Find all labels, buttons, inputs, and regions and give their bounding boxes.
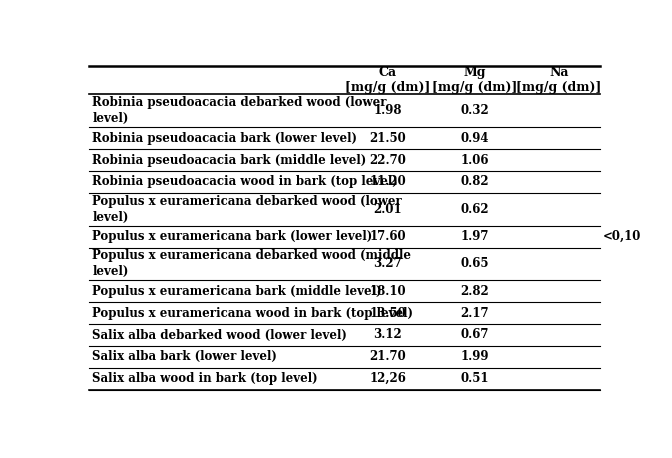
Text: 11.20: 11.20 xyxy=(370,175,406,188)
Text: 3.12: 3.12 xyxy=(374,328,402,342)
Text: 21.50: 21.50 xyxy=(370,132,406,145)
Text: Populus x euramericana debarked wood (lower
level): Populus x euramericana debarked wood (lo… xyxy=(92,195,402,224)
Text: 0.65: 0.65 xyxy=(460,257,489,270)
Text: Populus x euramericana wood in bark (top level): Populus x euramericana wood in bark (top… xyxy=(92,306,413,320)
Text: 0.67: 0.67 xyxy=(460,328,489,342)
Text: 1.06: 1.06 xyxy=(460,153,489,167)
Text: Robinia pseudoacacia debarked wood (lower
level): Robinia pseudoacacia debarked wood (lowe… xyxy=(92,96,387,125)
Text: Ca
[mg/g (dm)]: Ca [mg/g (dm)] xyxy=(345,66,431,94)
Text: 22.70: 22.70 xyxy=(370,153,406,167)
Text: 1.99: 1.99 xyxy=(460,350,489,363)
Text: 18.10: 18.10 xyxy=(370,285,406,298)
Text: Robinia pseudoacacia bark (middle level): Robinia pseudoacacia bark (middle level) xyxy=(92,153,367,167)
Text: Na
[mg/g (dm)]: Na [mg/g (dm)] xyxy=(516,66,601,94)
Text: 0.62: 0.62 xyxy=(460,203,489,216)
Text: Populus x euramericana bark (middle level): Populus x euramericana bark (middle leve… xyxy=(92,285,382,298)
Text: 1.98: 1.98 xyxy=(374,104,402,117)
Text: 17.60: 17.60 xyxy=(370,230,406,243)
Text: Robinia pseudoacacia bark (lower level): Robinia pseudoacacia bark (lower level) xyxy=(92,132,358,145)
Text: 2.17: 2.17 xyxy=(460,306,489,320)
Text: 21.70: 21.70 xyxy=(370,350,406,363)
Text: 2.82: 2.82 xyxy=(460,285,489,298)
Text: Populus x euramericana debarked wood (middle
level): Populus x euramericana debarked wood (mi… xyxy=(92,250,411,278)
Text: 0.51: 0.51 xyxy=(460,372,489,385)
Text: 0.94: 0.94 xyxy=(460,132,489,145)
Text: 0.32: 0.32 xyxy=(460,104,489,117)
Text: Robinia pseudoacacia wood in bark (top level): Robinia pseudoacacia wood in bark (top l… xyxy=(92,175,398,188)
Text: 1.97: 1.97 xyxy=(460,230,489,243)
Text: Mg
[mg/g (dm)]: Mg [mg/g (dm)] xyxy=(432,66,517,94)
Text: Salix alba debarked wood (lower level): Salix alba debarked wood (lower level) xyxy=(92,328,347,342)
Text: 2.01: 2.01 xyxy=(374,203,402,216)
Text: 13.50: 13.50 xyxy=(370,306,406,320)
Text: Salix alba wood in bark (top level): Salix alba wood in bark (top level) xyxy=(92,372,318,385)
Text: Salix alba bark (lower level): Salix alba bark (lower level) xyxy=(92,350,278,363)
Text: Populus x euramericana bark (lower level): Populus x euramericana bark (lower level… xyxy=(92,230,372,243)
Text: 3.27: 3.27 xyxy=(374,257,402,270)
Text: 12,26: 12,26 xyxy=(370,372,406,385)
Text: 0.82: 0.82 xyxy=(460,175,489,188)
Text: <0,10: <0,10 xyxy=(603,230,641,243)
